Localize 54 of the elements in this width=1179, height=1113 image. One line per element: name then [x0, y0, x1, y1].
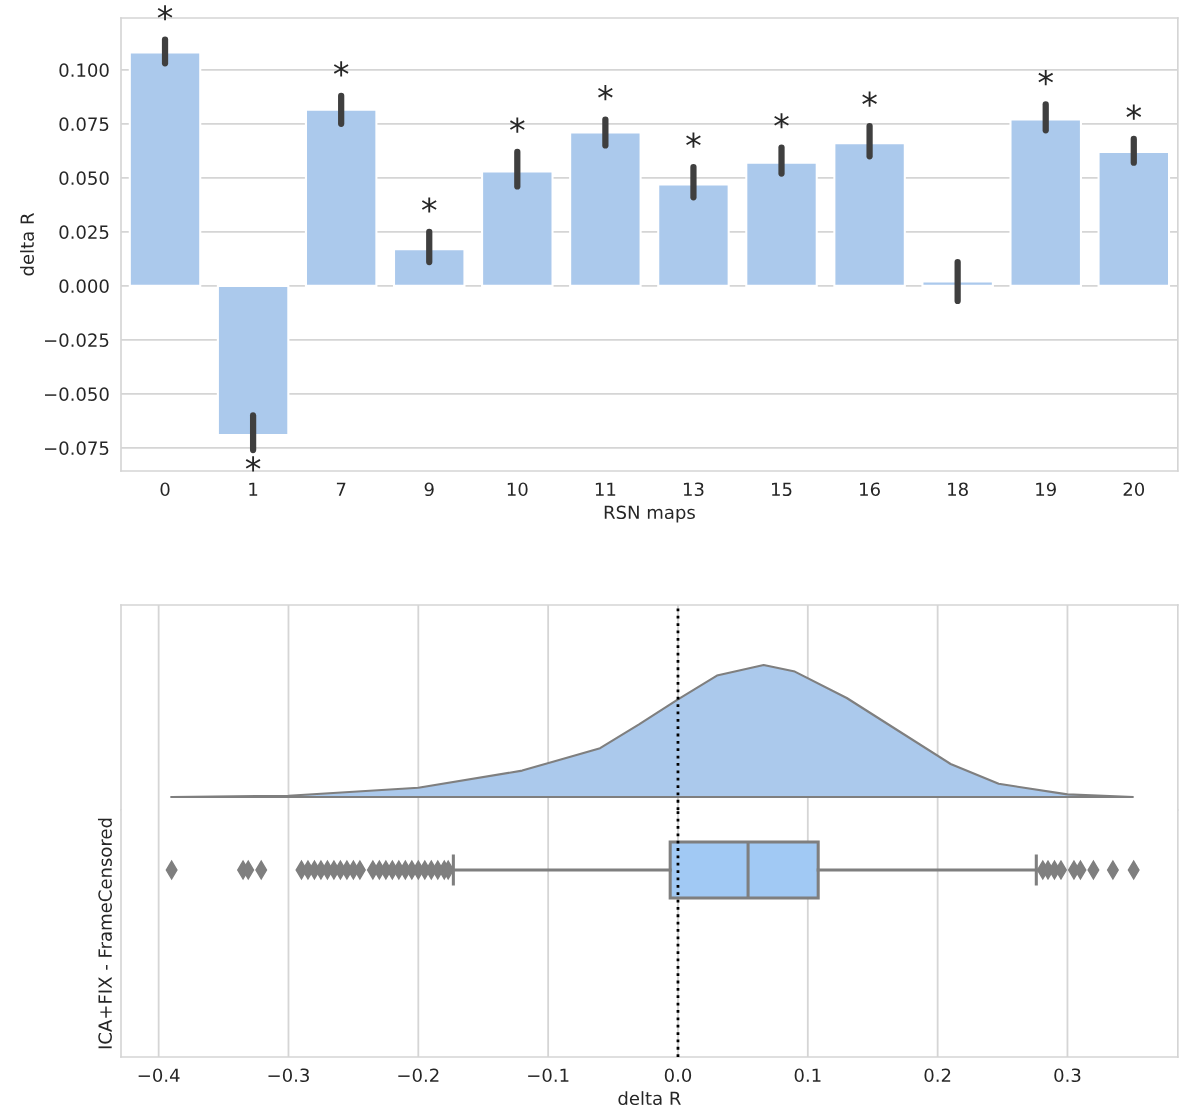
x-tick-label: 1: [249, 482, 258, 496]
bar: [304, 108, 378, 287]
x-tick-label: 0.2: [924, 1068, 951, 1083]
x-axis-title: RSN maps: [604, 505, 695, 523]
y-tick-label: 0.050: [59, 171, 109, 185]
data-label: *: [333, 61, 349, 77]
data-label: *: [598, 85, 613, 101]
x-tick-label: −0.1: [528, 1068, 569, 1083]
x-tick-label: 11: [595, 482, 616, 496]
data-label: *: [1038, 69, 1054, 86]
x-tick-label: −0.2: [398, 1068, 439, 1083]
x-tick-label: −0.3: [268, 1068, 309, 1083]
bar: [657, 183, 730, 287]
x-tick-label: 0.1: [794, 1068, 821, 1083]
bar: [1009, 118, 1082, 287]
x-tick-label: 19: [1036, 482, 1056, 497]
data-label: *: [157, 5, 173, 21]
bar: [216, 284, 290, 436]
bar: [745, 161, 818, 287]
x-tick-label: 16: [860, 482, 880, 497]
x-tick-label: 13: [683, 482, 704, 497]
data-label: *: [509, 117, 525, 133]
x-tick-label: 0.3: [1054, 1068, 1081, 1083]
y-tick-label: 0.075: [59, 117, 109, 131]
x-tick-label: 18: [948, 482, 968, 497]
x-tick-label: 20: [1123, 482, 1145, 497]
data-label: *: [862, 91, 877, 107]
bar: [833, 142, 906, 287]
data-label: *: [774, 113, 789, 129]
bar: [392, 248, 466, 287]
y-tick-label: 0.100: [59, 63, 109, 77]
data-label: *: [421, 197, 437, 213]
x-tick-label: 7: [336, 482, 346, 496]
bar: [481, 170, 554, 287]
y-tick-label: −0.025: [44, 333, 109, 347]
y-axis-title: delta R: [20, 213, 35, 276]
data-label: *: [1126, 104, 1142, 120]
y-tick-label: 0.025: [59, 225, 109, 239]
x-axis-title: delta R: [618, 1091, 681, 1106]
x-tick-label: 9: [424, 482, 434, 497]
data-label: *: [245, 456, 261, 472]
y-tick-label: 0.000: [59, 279, 109, 293]
y-axis-title: ICA+FIX - FrameCensored: [97, 818, 112, 1049]
x-tick-label: 15: [772, 482, 792, 497]
x-tick-label: 0: [160, 482, 170, 497]
bar: [128, 51, 202, 287]
bar: [569, 131, 642, 287]
x-tick-label: 10: [507, 482, 528, 497]
x-tick-label: −0.4: [138, 1068, 180, 1083]
y-tick-label: −0.050: [44, 387, 109, 401]
y-tick-label: −0.075: [44, 441, 109, 455]
bar: [1097, 150, 1171, 287]
x-tick-label: 0.0: [664, 1068, 692, 1083]
data-label: *: [686, 132, 701, 148]
